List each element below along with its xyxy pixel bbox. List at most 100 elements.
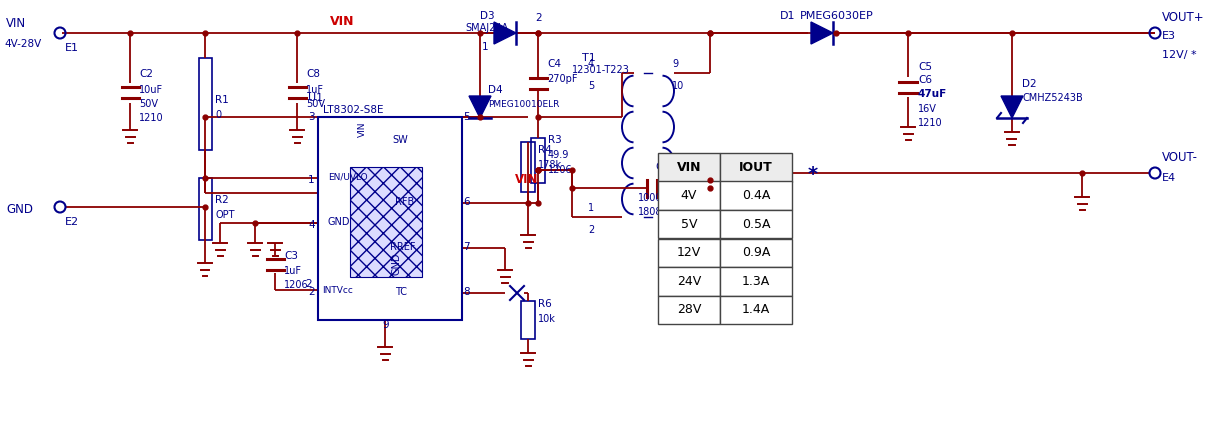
Text: 10: 10 xyxy=(672,81,684,91)
Text: PMEG10010ELR: PMEG10010ELR xyxy=(487,100,559,109)
Text: C7: C7 xyxy=(655,162,668,172)
Text: LT8302-S8E: LT8302-S8E xyxy=(323,105,384,115)
Text: 4V-28V: 4V-28V xyxy=(4,39,42,49)
Polygon shape xyxy=(469,96,491,118)
Text: C8: C8 xyxy=(307,69,320,79)
Text: VIN: VIN xyxy=(358,122,367,137)
Text: 47uF: 47uF xyxy=(918,89,947,99)
Text: 10uF: 10uF xyxy=(139,85,164,95)
Bar xyxy=(720,210,792,238)
Text: C4: C4 xyxy=(547,59,561,69)
Text: C2: C2 xyxy=(139,69,153,79)
Polygon shape xyxy=(1001,96,1023,118)
Bar xyxy=(350,167,422,277)
Bar xyxy=(198,178,212,240)
Text: 10k: 10k xyxy=(538,314,556,324)
Bar xyxy=(198,58,212,150)
Text: D4: D4 xyxy=(487,85,502,95)
Text: 5V: 5V xyxy=(681,218,697,231)
Text: 50V: 50V xyxy=(139,99,158,109)
Text: D2: D2 xyxy=(1022,79,1037,89)
Text: 5: 5 xyxy=(463,112,469,122)
Text: GND: GND xyxy=(6,203,33,216)
Text: 4V: 4V xyxy=(681,189,697,202)
Text: VOUT+: VOUT+ xyxy=(1162,11,1205,24)
Text: GND: GND xyxy=(391,252,403,275)
Text: *: * xyxy=(808,165,819,184)
Text: 0.4A: 0.4A xyxy=(742,189,771,202)
Bar xyxy=(720,238,792,267)
Text: 7: 7 xyxy=(672,225,678,235)
Bar xyxy=(659,238,720,267)
Bar xyxy=(659,295,720,324)
Text: R2: R2 xyxy=(215,195,229,205)
Text: 0.5A: 0.5A xyxy=(742,218,771,231)
Text: U1: U1 xyxy=(308,93,323,103)
Text: 6: 6 xyxy=(463,197,469,207)
Text: C6: C6 xyxy=(918,75,932,85)
Text: 9: 9 xyxy=(382,320,389,330)
Text: 1.4A: 1.4A xyxy=(742,303,771,316)
Text: 2: 2 xyxy=(535,13,542,23)
Text: VIN: VIN xyxy=(6,17,26,29)
Text: 5: 5 xyxy=(588,81,595,91)
Text: IOUT: IOUT xyxy=(739,161,773,174)
Text: EN/UVLO: EN/UVLO xyxy=(327,173,368,182)
Bar xyxy=(720,153,792,181)
Bar xyxy=(318,117,462,320)
Text: 8: 8 xyxy=(463,287,469,297)
Text: 24V: 24V xyxy=(677,275,702,288)
Text: 0.9A: 0.9A xyxy=(742,246,771,259)
Text: E1: E1 xyxy=(65,43,79,53)
Text: 4: 4 xyxy=(588,59,595,69)
Text: 12V: 12V xyxy=(677,246,702,259)
Polygon shape xyxy=(494,22,516,44)
Text: 1206: 1206 xyxy=(548,165,572,175)
Text: R6: R6 xyxy=(538,299,551,309)
Text: 9: 9 xyxy=(672,59,678,69)
Text: 270pF: 270pF xyxy=(547,74,577,84)
Bar xyxy=(720,181,792,210)
Text: 0: 0 xyxy=(215,110,222,120)
Text: SW: SW xyxy=(391,135,407,145)
Text: VIN: VIN xyxy=(677,161,702,174)
Text: R3: R3 xyxy=(548,135,561,145)
Text: E2: E2 xyxy=(65,217,79,227)
Text: 7: 7 xyxy=(463,242,469,252)
Text: PMEG6030EP: PMEG6030EP xyxy=(800,11,874,21)
Text: C5: C5 xyxy=(918,62,932,72)
Text: 178k: 178k xyxy=(538,160,563,170)
Bar xyxy=(659,153,720,181)
Text: RFB: RFB xyxy=(395,197,415,207)
Text: TC: TC xyxy=(395,287,407,297)
Text: 1808: 1808 xyxy=(638,207,662,217)
Text: 1uF: 1uF xyxy=(284,266,302,276)
Text: 1210: 1210 xyxy=(139,113,164,123)
Text: 12V/ *: 12V/ * xyxy=(1162,50,1197,60)
Text: 1210: 1210 xyxy=(918,118,943,128)
Text: VIN: VIN xyxy=(515,173,538,186)
Text: 2: 2 xyxy=(308,287,315,297)
Text: 1.3A: 1.3A xyxy=(742,275,771,288)
Bar xyxy=(659,267,720,295)
Text: E3: E3 xyxy=(1162,31,1176,41)
Bar xyxy=(521,301,535,339)
Text: R4: R4 xyxy=(538,145,551,155)
Text: 6: 6 xyxy=(672,203,678,213)
Text: VOUT-: VOUT- xyxy=(1162,151,1198,164)
Text: 1: 1 xyxy=(483,42,489,52)
Polygon shape xyxy=(811,22,833,44)
Text: 2: 2 xyxy=(305,279,311,289)
Text: 16V: 16V xyxy=(918,104,937,114)
Text: 50V: 50V xyxy=(307,99,325,109)
Text: C3: C3 xyxy=(284,251,298,261)
Text: 4: 4 xyxy=(308,220,315,230)
Bar xyxy=(720,267,792,295)
Text: 3: 3 xyxy=(308,112,315,122)
Bar xyxy=(521,142,535,192)
Text: R1: R1 xyxy=(215,95,229,105)
Text: GND: GND xyxy=(327,217,351,227)
Text: VIN: VIN xyxy=(330,15,355,28)
Text: SMAJ24A: SMAJ24A xyxy=(465,23,508,33)
Text: 12301-T223: 12301-T223 xyxy=(572,65,630,75)
